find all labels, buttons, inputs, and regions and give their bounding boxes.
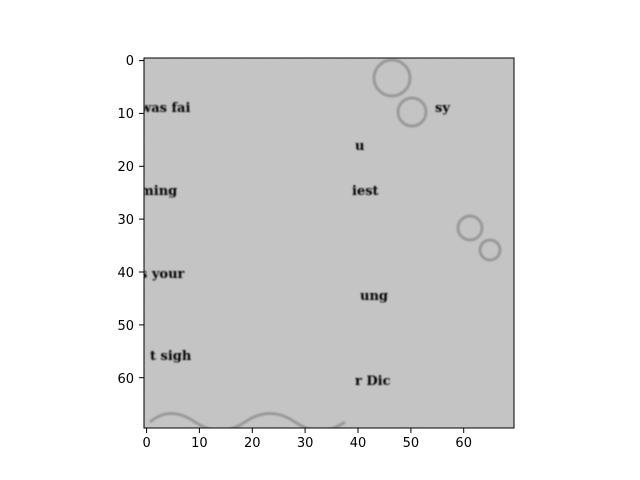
axes-frame [143, 57, 515, 429]
y-tick-label: 50 [117, 319, 134, 334]
image-background [144, 58, 514, 428]
y-tick-label: 60 [117, 372, 134, 387]
y-tick-label: 30 [117, 213, 134, 228]
scanned-image: was fai sy u ming iest s your ung t sigh… [139, 58, 514, 428]
y-tick-label: 0 [126, 54, 134, 69]
x-tick-label: 60 [455, 436, 472, 451]
bleed-through-marks [149, 58, 502, 428]
word-line-3-right: ung [360, 289, 388, 304]
x-tick-label: 30 [297, 436, 314, 451]
y-tick-label: 10 [117, 107, 134, 122]
word-line-1-right: sy [435, 101, 450, 116]
x-tick-label: 0 [142, 436, 150, 451]
x-axis: 0 10 20 30 40 50 60 [142, 428, 472, 451]
x-tick-label: 20 [244, 436, 261, 451]
y-tick-label: 20 [117, 160, 134, 175]
word-fragment-u: u [355, 139, 364, 154]
scanned-text-layer: was fai sy u ming iest s your ung t sigh… [139, 101, 450, 389]
word-line-2: ming [140, 184, 177, 199]
x-tick-label: 40 [350, 436, 367, 451]
word-line-4: t sigh [150, 349, 192, 364]
x-tick-label: 50 [403, 436, 420, 451]
y-tick-label: 40 [117, 266, 134, 281]
word-line-3: s your [140, 267, 185, 282]
word-line-4-right: r Dic [355, 374, 391, 389]
x-tick-label: 10 [191, 436, 208, 451]
word-line-1: was fai [139, 101, 190, 116]
y-axis: 0 10 20 30 40 50 60 [117, 54, 144, 387]
word-line-2-right: iest [352, 184, 379, 199]
